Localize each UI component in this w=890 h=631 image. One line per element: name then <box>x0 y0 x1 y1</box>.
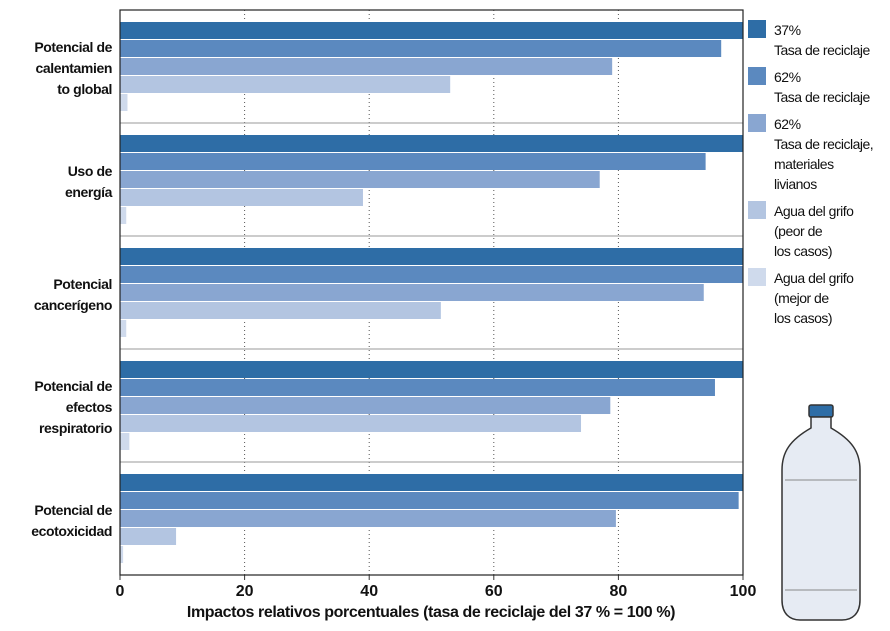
legend-label: 62% Tasa de reciclaje <box>774 67 870 107</box>
legend-item: Agua del grifo (mejor de los casos) <box>748 268 890 328</box>
category-label: Uso de energía <box>0 127 112 236</box>
x-tick-label: 40 <box>360 583 378 600</box>
bar <box>120 528 176 545</box>
x-tick-label: 0 <box>116 583 125 600</box>
bar <box>120 361 743 378</box>
bar <box>120 492 739 509</box>
bar <box>120 248 743 265</box>
bar <box>120 76 450 93</box>
bar <box>120 153 706 170</box>
legend-item: 62% Tasa de reciclaje <box>748 67 890 107</box>
legend-item: Agua del grifo (peor de los casos) <box>748 201 890 261</box>
x-tick-label: 100 <box>730 583 757 600</box>
bar <box>120 58 612 75</box>
bar <box>120 22 743 39</box>
bar <box>120 510 616 527</box>
legend-swatch <box>748 268 766 286</box>
legend: 37% Tasa de reciclaje 62% Tasa de recicla… <box>748 20 890 335</box>
legend-label: Agua del grifo (mejor de los casos) <box>774 268 853 328</box>
bottle-illustration <box>782 405 860 620</box>
x-tick-label: 60 <box>485 583 503 600</box>
bar <box>120 171 600 188</box>
page: {"chart_data": {"type": "hbar", "x_label… <box>0 0 890 631</box>
legend-swatch <box>748 201 766 219</box>
legend-item: 37% Tasa de reciclaje <box>748 20 890 60</box>
legend-item: 62% Tasa de reciclaje, materiales livian… <box>748 114 890 194</box>
bar <box>120 320 126 337</box>
bar <box>120 302 441 319</box>
bar <box>120 433 129 450</box>
legend-label: Agua del grifo (peor de los casos) <box>774 201 853 261</box>
bar <box>120 189 363 206</box>
x-axis-label: Impactos relativos porcentuales (tasa de… <box>187 604 675 621</box>
bar <box>120 40 721 57</box>
bar <box>120 284 704 301</box>
x-tick-label: 80 <box>610 583 628 600</box>
legend-swatch <box>748 20 766 38</box>
x-tick-label: 20 <box>236 583 254 600</box>
bar <box>120 474 743 491</box>
category-label: Potencial de efectos respiratorio <box>0 353 112 462</box>
legend-label: 37% Tasa de reciclaje <box>774 20 870 60</box>
category-label: Potencial de calentamien to global <box>0 14 112 123</box>
bar <box>120 135 743 152</box>
category-label: Potencial de ecotoxicidad <box>0 466 112 575</box>
legend-swatch <box>748 114 766 132</box>
legend-swatch <box>748 67 766 85</box>
bar <box>120 415 581 432</box>
bar <box>120 207 126 224</box>
category-label: Potencial cancerígeno <box>0 240 112 349</box>
bar <box>120 266 743 283</box>
legend-label: 62% Tasa de reciclaje, materiales livian… <box>774 114 873 194</box>
bar <box>120 397 610 414</box>
bar <box>120 379 715 396</box>
bar <box>120 94 127 111</box>
